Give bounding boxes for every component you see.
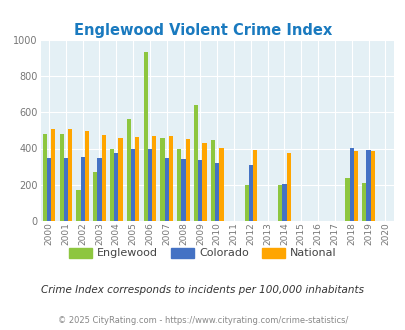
Bar	[68, 129, 72, 221]
Bar	[101, 135, 106, 221]
Bar	[114, 153, 118, 221]
Bar	[177, 148, 181, 221]
Bar	[286, 153, 290, 221]
Bar	[277, 185, 282, 221]
Bar	[80, 157, 85, 221]
Bar	[244, 185, 248, 221]
Bar	[118, 138, 122, 221]
Bar	[126, 119, 131, 221]
Bar	[85, 131, 89, 221]
Bar	[60, 134, 64, 221]
Bar	[64, 157, 68, 221]
Bar	[164, 157, 168, 221]
Bar	[43, 134, 47, 221]
Bar	[219, 148, 223, 221]
Bar	[47, 157, 51, 221]
Bar	[194, 105, 198, 221]
Bar	[151, 136, 156, 221]
Bar	[202, 143, 206, 221]
Bar	[135, 137, 139, 221]
Text: Crime Index corresponds to incidents per 100,000 inhabitants: Crime Index corresponds to incidents per…	[41, 285, 364, 295]
Bar	[210, 140, 215, 221]
Text: Englewood Violent Crime Index: Englewood Violent Crime Index	[74, 23, 331, 38]
Text: © 2025 CityRating.com - https://www.cityrating.com/crime-statistics/: © 2025 CityRating.com - https://www.city…	[58, 315, 347, 325]
Bar	[131, 148, 135, 221]
Bar	[282, 184, 286, 221]
Bar	[366, 150, 370, 221]
Bar	[143, 52, 147, 221]
Legend: Englewood, Colorado, National: Englewood, Colorado, National	[65, 243, 340, 263]
Bar	[51, 129, 55, 221]
Bar	[248, 165, 252, 221]
Bar	[349, 148, 353, 221]
Bar	[370, 151, 374, 221]
Bar	[168, 136, 173, 221]
Bar	[160, 138, 164, 221]
Bar	[185, 139, 190, 221]
Bar	[147, 148, 151, 221]
Bar	[353, 151, 357, 221]
Bar	[181, 159, 185, 221]
Bar	[110, 148, 114, 221]
Bar	[215, 163, 219, 221]
Bar	[76, 190, 80, 221]
Bar	[252, 150, 256, 221]
Bar	[345, 179, 349, 221]
Bar	[361, 183, 366, 221]
Bar	[97, 157, 101, 221]
Bar	[198, 160, 202, 221]
Bar	[93, 172, 97, 221]
